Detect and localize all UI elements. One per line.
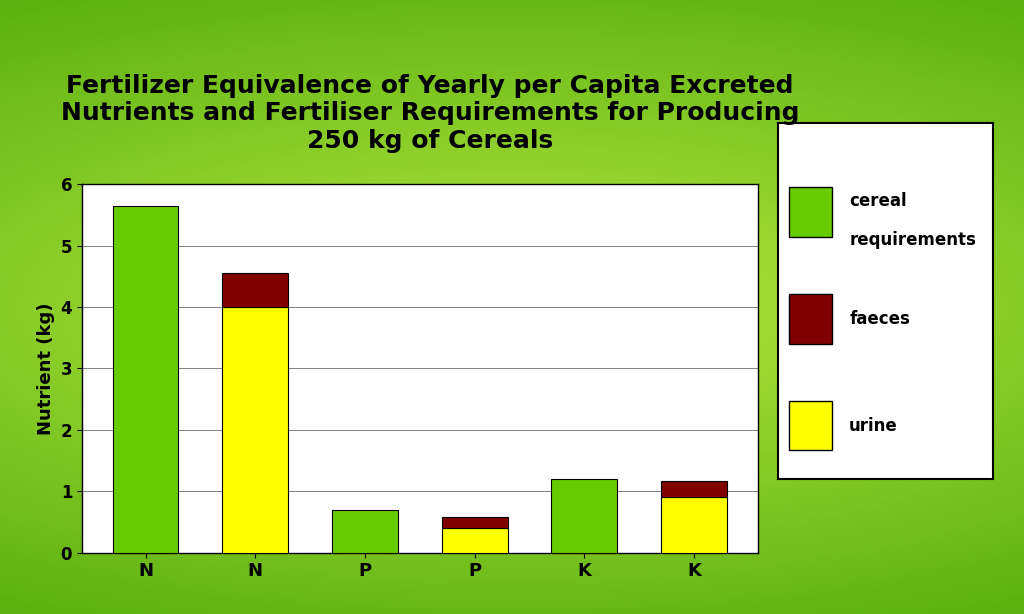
Bar — [441, 528, 508, 553]
Bar — [113, 206, 178, 553]
FancyBboxPatch shape — [788, 293, 831, 344]
Bar — [222, 307, 288, 553]
Bar — [441, 517, 508, 528]
Text: Fertilizer Equivalence of Yearly per Capita Excreted
Nutrients and Fertiliser Re: Fertilizer Equivalence of Yearly per Cap… — [60, 74, 800, 154]
Text: urine: urine — [849, 416, 898, 435]
Bar — [222, 273, 288, 307]
Bar — [332, 510, 398, 553]
Bar — [552, 479, 617, 553]
Text: cereal: cereal — [849, 192, 907, 210]
Bar — [662, 481, 727, 497]
Text: faeces: faeces — [849, 309, 910, 328]
Y-axis label: Nutrient (kg): Nutrient (kg) — [37, 302, 55, 435]
Text: requirements: requirements — [849, 231, 976, 249]
FancyBboxPatch shape — [788, 400, 831, 451]
Bar — [662, 497, 727, 553]
FancyBboxPatch shape — [788, 187, 831, 237]
